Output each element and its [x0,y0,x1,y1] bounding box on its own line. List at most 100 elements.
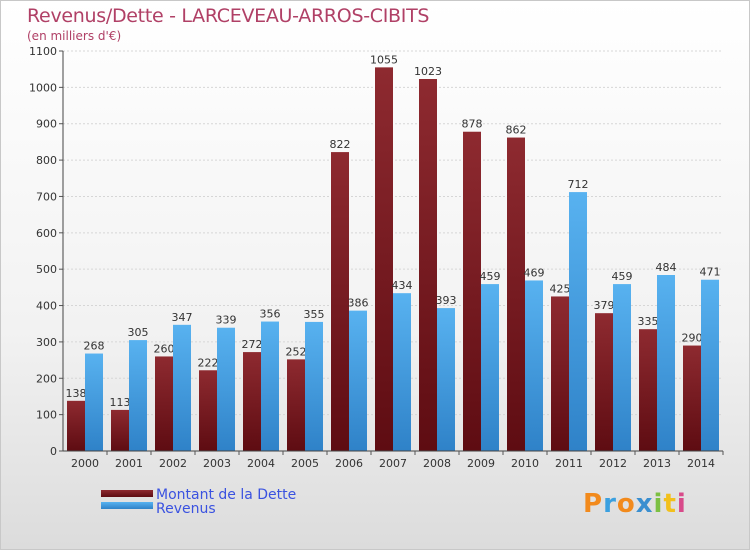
data-label-revenus: 305 [128,326,149,339]
bar-dette [463,131,481,451]
data-label-dette: 290 [682,332,703,345]
x-tick-label: 2008 [423,457,451,470]
bar-revenus [349,310,367,451]
y-tick-label: 800 [36,154,57,167]
x-tick-label: 2014 [687,457,715,470]
data-label-revenus: 712 [568,178,589,191]
data-label-dette: 113 [110,396,131,409]
data-label-dette: 222 [198,356,219,369]
data-label-dette: 1055 [370,53,398,66]
data-label-revenus: 459 [612,270,633,283]
bar-dette [595,313,613,451]
x-tick-label: 2002 [159,457,187,470]
data-label-dette: 260 [154,342,175,355]
x-tick-label: 2004 [247,457,275,470]
data-label-dette: 1023 [414,65,442,78]
bar-dette [155,356,173,451]
data-label-revenus: 393 [436,294,457,307]
bar-dette [331,152,349,451]
x-tick-label: 2006 [335,457,363,470]
data-label-dette: 862 [506,124,527,137]
data-label-revenus: 268 [84,340,105,353]
logo-letter: r [603,489,617,519]
bar-revenus [657,275,675,451]
bars: 138 268 113 305 260 347 222 339 272 356 252 355 822 3… [66,53,721,451]
data-label-dette: 425 [550,282,571,295]
bar-dette [243,352,261,451]
legend-swatch-revenus [101,502,153,509]
x-tick-label: 2011 [555,457,583,470]
data-label-revenus: 347 [172,311,193,324]
y-tick-label: 300 [36,336,57,349]
data-label-dette: 822 [330,138,351,151]
y-tick-label: 500 [36,263,57,276]
bar-revenus [85,353,103,451]
y-tick-label: 100 [36,409,57,422]
x-tick-label: 2005 [291,457,319,470]
y-tick-label: 400 [36,300,57,313]
bar-revenus [613,284,631,451]
data-label-dette: 379 [594,299,615,312]
bar-revenus [569,192,587,451]
bar-revenus [393,293,411,451]
bar-dette [199,370,217,451]
data-label-revenus: 356 [260,308,281,321]
bar-revenus [481,284,499,451]
y-tick-label: 700 [36,190,57,203]
bar-revenus [701,279,719,451]
bar-dette [287,359,305,451]
bar-dette [419,79,437,451]
logo-letter: P [583,489,604,519]
x-tick-label: 2010 [511,457,539,470]
data-label-dette: 335 [638,315,659,328]
data-label-revenus: 339 [216,314,237,327]
y-tick-label: 200 [36,372,57,385]
y-tick-label: 0 [50,445,57,458]
data-label-revenus: 469 [524,266,545,279]
logo-letter: o [616,489,636,519]
legend-swatch-dette [101,490,153,497]
data-label-dette: 272 [242,338,263,351]
legend-label-revenus: Revenus [156,501,216,517]
x-tick-label: 2013 [643,457,671,470]
proxiti-logo: Proxiti [583,489,687,519]
x-tick-label: 2000 [71,457,99,470]
chart-title: Revenus/Dette - LARCEVEAU-ARROS-CIBITS [27,5,430,27]
logo-letter: x [635,489,654,519]
bar-dette [683,345,701,451]
logo-letter: i [676,489,687,519]
x-tick-label: 2007 [379,457,407,470]
bar-revenus [261,321,279,451]
bar-revenus [437,308,455,451]
bar-revenus [217,327,235,451]
legend-label-dette: Montant de la Dette [156,487,297,503]
chart-subtitle: (en milliers d'€) [27,29,122,43]
y-tick-label: 600 [36,227,57,240]
bar-revenus [525,280,543,451]
data-label-revenus: 386 [348,297,369,310]
axes: 0 100 200 300 400 500 600 700 800 900 1000 1100 2000… [29,45,724,470]
x-tick-label: 2001 [115,457,143,470]
bar-revenus [173,324,191,451]
bar-revenus [305,321,323,451]
data-label-revenus: 355 [304,308,325,321]
bar-dette [67,400,85,451]
logo-letter: i [653,489,664,519]
x-tick-label: 2009 [467,457,495,470]
data-label-revenus: 459 [480,270,501,283]
data-label-dette: 252 [286,345,307,358]
data-label-revenus: 484 [656,261,677,274]
bar-dette [551,296,569,451]
bar-dette [639,329,657,451]
bar-revenus [129,340,147,451]
x-tick-label: 2003 [203,457,231,470]
data-label-revenus: 471 [700,266,721,279]
x-tick-label: 2012 [599,457,627,470]
y-tick-label: 900 [36,118,57,131]
bar-dette [375,67,393,451]
data-label-revenus: 434 [392,279,413,292]
data-label-dette: 878 [462,118,483,131]
bar-dette [111,409,129,451]
